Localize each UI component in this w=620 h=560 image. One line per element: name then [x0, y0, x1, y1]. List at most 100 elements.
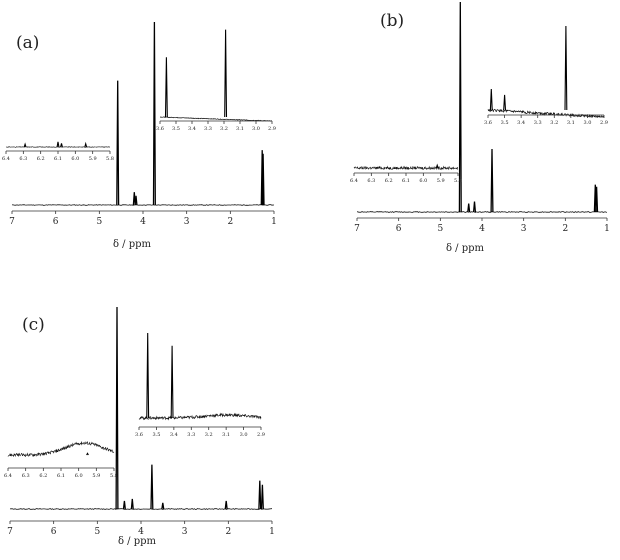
x-axis-label-c: δ / ppm [118, 536, 157, 547]
inset-a-0-peak-3 [84, 141, 88, 148]
spectrum-a-tick-label-2: 5 [96, 217, 102, 227]
inset-b-1-tick-label-4: 3.2 [550, 120, 558, 126]
inset-a-0-tick-label-5: 5.9 [89, 156, 97, 162]
spectrum-a-peak-0 [116, 80, 120, 206]
spectrum-c-peak-2 [130, 498, 134, 510]
spectrum-a-tick-label-6: 1 [271, 217, 277, 227]
inset-a-1-baseline [160, 116, 272, 122]
inset-c-0-baseline [7, 441, 115, 458]
panel-label-b: (b) [380, 11, 404, 31]
inset-c-1-tick-label-7: 2.9 [257, 432, 265, 438]
panel-a: (a) 7 6 5 4 3 2 1 δ / ppm 6.4 6.3 6.2 6.1 6.0 5.9 5.… [2, 21, 277, 250]
spectrum-b-tick-label-3: 4 [479, 224, 485, 234]
inset-a-1-tick-label-0: 3.6 [156, 126, 164, 132]
inset-a-0-tick-label-3: 6.1 [54, 156, 62, 162]
inset-b-1-tick-label-0: 3.6 [484, 120, 492, 126]
inset-b-0-tick-label-5: 5.9 [437, 178, 445, 184]
inset-a-1-tick-label-3: 3.3 [204, 126, 212, 132]
inset-c-1-tick-label-3: 3.3 [187, 432, 195, 438]
spectrum-c-tick-label-4: 3 [182, 527, 188, 537]
x-axis-label-a: δ / ppm [113, 239, 152, 250]
spectrum-b-peak-3 [490, 148, 494, 213]
inset-c-0-tick-label-2: 6.2 [39, 473, 47, 479]
spectrum-c-peak-1 [122, 500, 126, 510]
spectrum-b-peak-0 [458, 1, 462, 213]
spectrum-c-peak-4 [161, 502, 165, 510]
inset-a-1-tick-label-2: 3.4 [188, 126, 196, 132]
inset-b-1-tick-label-6: 3.0 [583, 120, 591, 126]
spectrum-c-peak-5 [224, 500, 228, 510]
inset-b-0-tick-label-0: 6.4 [350, 178, 358, 184]
spectrum-b-tick-label-0: 7 [354, 224, 360, 234]
inset-c-0-tick-label-5: 5.9 [92, 473, 100, 479]
spectrum-c-peak-0 [115, 306, 119, 510]
inset-b-1-tick-label-3: 3.3 [534, 120, 542, 126]
inset-b-1-peak-0 [489, 88, 493, 111]
inset-a-0-tick-label-2: 6.2 [37, 156, 45, 162]
inset-c-1-baseline [138, 412, 262, 421]
spectrum-c-tick-label-2: 5 [94, 527, 100, 537]
inset-b-0-tick-label-1: 6.3 [367, 178, 375, 184]
inset-b-0-tick-label-4: 6.0 [419, 178, 427, 184]
inset-c-1-tick-label-6: 3.0 [240, 432, 248, 438]
inset-a-1-peak-0 [164, 57, 168, 118]
inset-b-0-tick-label-2: 6.2 [385, 178, 393, 184]
inset-a-0-tick-label-4: 6.0 [71, 156, 79, 162]
inset-a-0-tick-label-0: 6.4 [2, 156, 10, 162]
inset-a-0-tick-label-1: 6.3 [19, 156, 27, 162]
inset-b-1-tick-label-7: 2.9 [600, 120, 608, 126]
inset-c-1-tick-label-2: 3.4 [170, 432, 178, 438]
inset-a-0-baseline [5, 146, 111, 148]
spectrum-a-peak-5 [261, 153, 265, 206]
x-axis-label-b: δ / ppm [446, 243, 485, 254]
spectrum-b-tick-label-4: 3 [521, 224, 527, 234]
spectrum-b-tick-label-5: 2 [562, 224, 568, 234]
spectrum-a-tick-label-4: 3 [184, 217, 190, 227]
inset-a-1-tick-label-4: 3.2 [220, 126, 228, 132]
inset-c-0-tick-label-0: 6.4 [4, 473, 12, 479]
inset-a-1-tick-label-5: 3.1 [236, 126, 244, 132]
spectrum-c-tick-label-3: 4 [138, 527, 144, 537]
inset-b-1-peak-2 [564, 25, 568, 111]
panel-label-a: (a) [16, 33, 39, 53]
inset-a-0-tick-label-6: 5.8 [106, 156, 114, 162]
inset-c-1-tick-label-0: 3.6 [135, 432, 143, 438]
inset-a-1-tick-label-6: 3.0 [252, 126, 260, 132]
inset-c-0-tick-label-1: 6.3 [22, 473, 30, 479]
inset-c-1-tick-label-1: 3.5 [152, 432, 160, 438]
spectrum-b-peak-1 [467, 203, 471, 213]
spectrum-a-peak-3 [152, 21, 156, 206]
spectrum-b-tick-label-1: 6 [396, 224, 402, 234]
inset-a-0-peak-0 [23, 142, 27, 148]
panel-b: (b) 7 6 5 4 3 2 1 δ / ppm 6.4 6.3 6.2 6.1 6.0 5.9 5.… [350, 1, 610, 254]
spectrum-c-tick-label-5: 2 [225, 527, 231, 537]
spectrum-c-tick-label-6: 1 [269, 527, 275, 537]
inset-c-0-tick-label-4: 6.0 [75, 473, 83, 479]
inset-b-1-tick-label-1: 3.5 [501, 120, 509, 126]
spectrum-c-baseline [9, 508, 273, 510]
spectrum-b-tick-label-2: 5 [437, 224, 443, 234]
inset-a-1-peak-1 [224, 29, 228, 118]
panel-c: (c) 7 6 5 4 3 2 1 δ / ppm 6.4 6.3 6.2 6.1 6.0 5.9 5.… [4, 306, 275, 547]
inset-b-0-tick-label-3: 6.1 [402, 178, 410, 184]
spectrum-a-tick-label-1: 6 [53, 217, 59, 227]
spectrum-c-peak-7 [260, 484, 264, 510]
spectrum-a-baseline [11, 204, 275, 206]
inset-b-1-tick-label-5: 3.1 [567, 120, 575, 126]
inset-a-0-peak-2 [60, 143, 63, 148]
inset-b-0-peak-0 [435, 163, 439, 169]
inset-b-1-tick-label-2: 3.4 [517, 120, 525, 126]
inset-b-0-tick-label-6: 5.8 [454, 178, 462, 184]
panel-label-c: (c) [22, 315, 45, 335]
inset-c-0-tick-label-3: 6.1 [57, 473, 65, 479]
inset-c-1-peak-1 [170, 345, 174, 419]
inset-c-0-tick-label-6: 5.8 [110, 473, 118, 479]
spectrum-a-tick-label-3: 4 [140, 217, 146, 227]
spectrum-b-baseline [357, 211, 608, 213]
spectrum-c-tick-label-1: 6 [51, 527, 57, 537]
spectrum-b-tick-label-6: 1 [604, 224, 610, 234]
spectrum-a-tick-label-5: 2 [227, 217, 233, 227]
spectrum-b-peak-2 [472, 201, 477, 213]
spectrum-b-peak-5 [595, 186, 599, 213]
